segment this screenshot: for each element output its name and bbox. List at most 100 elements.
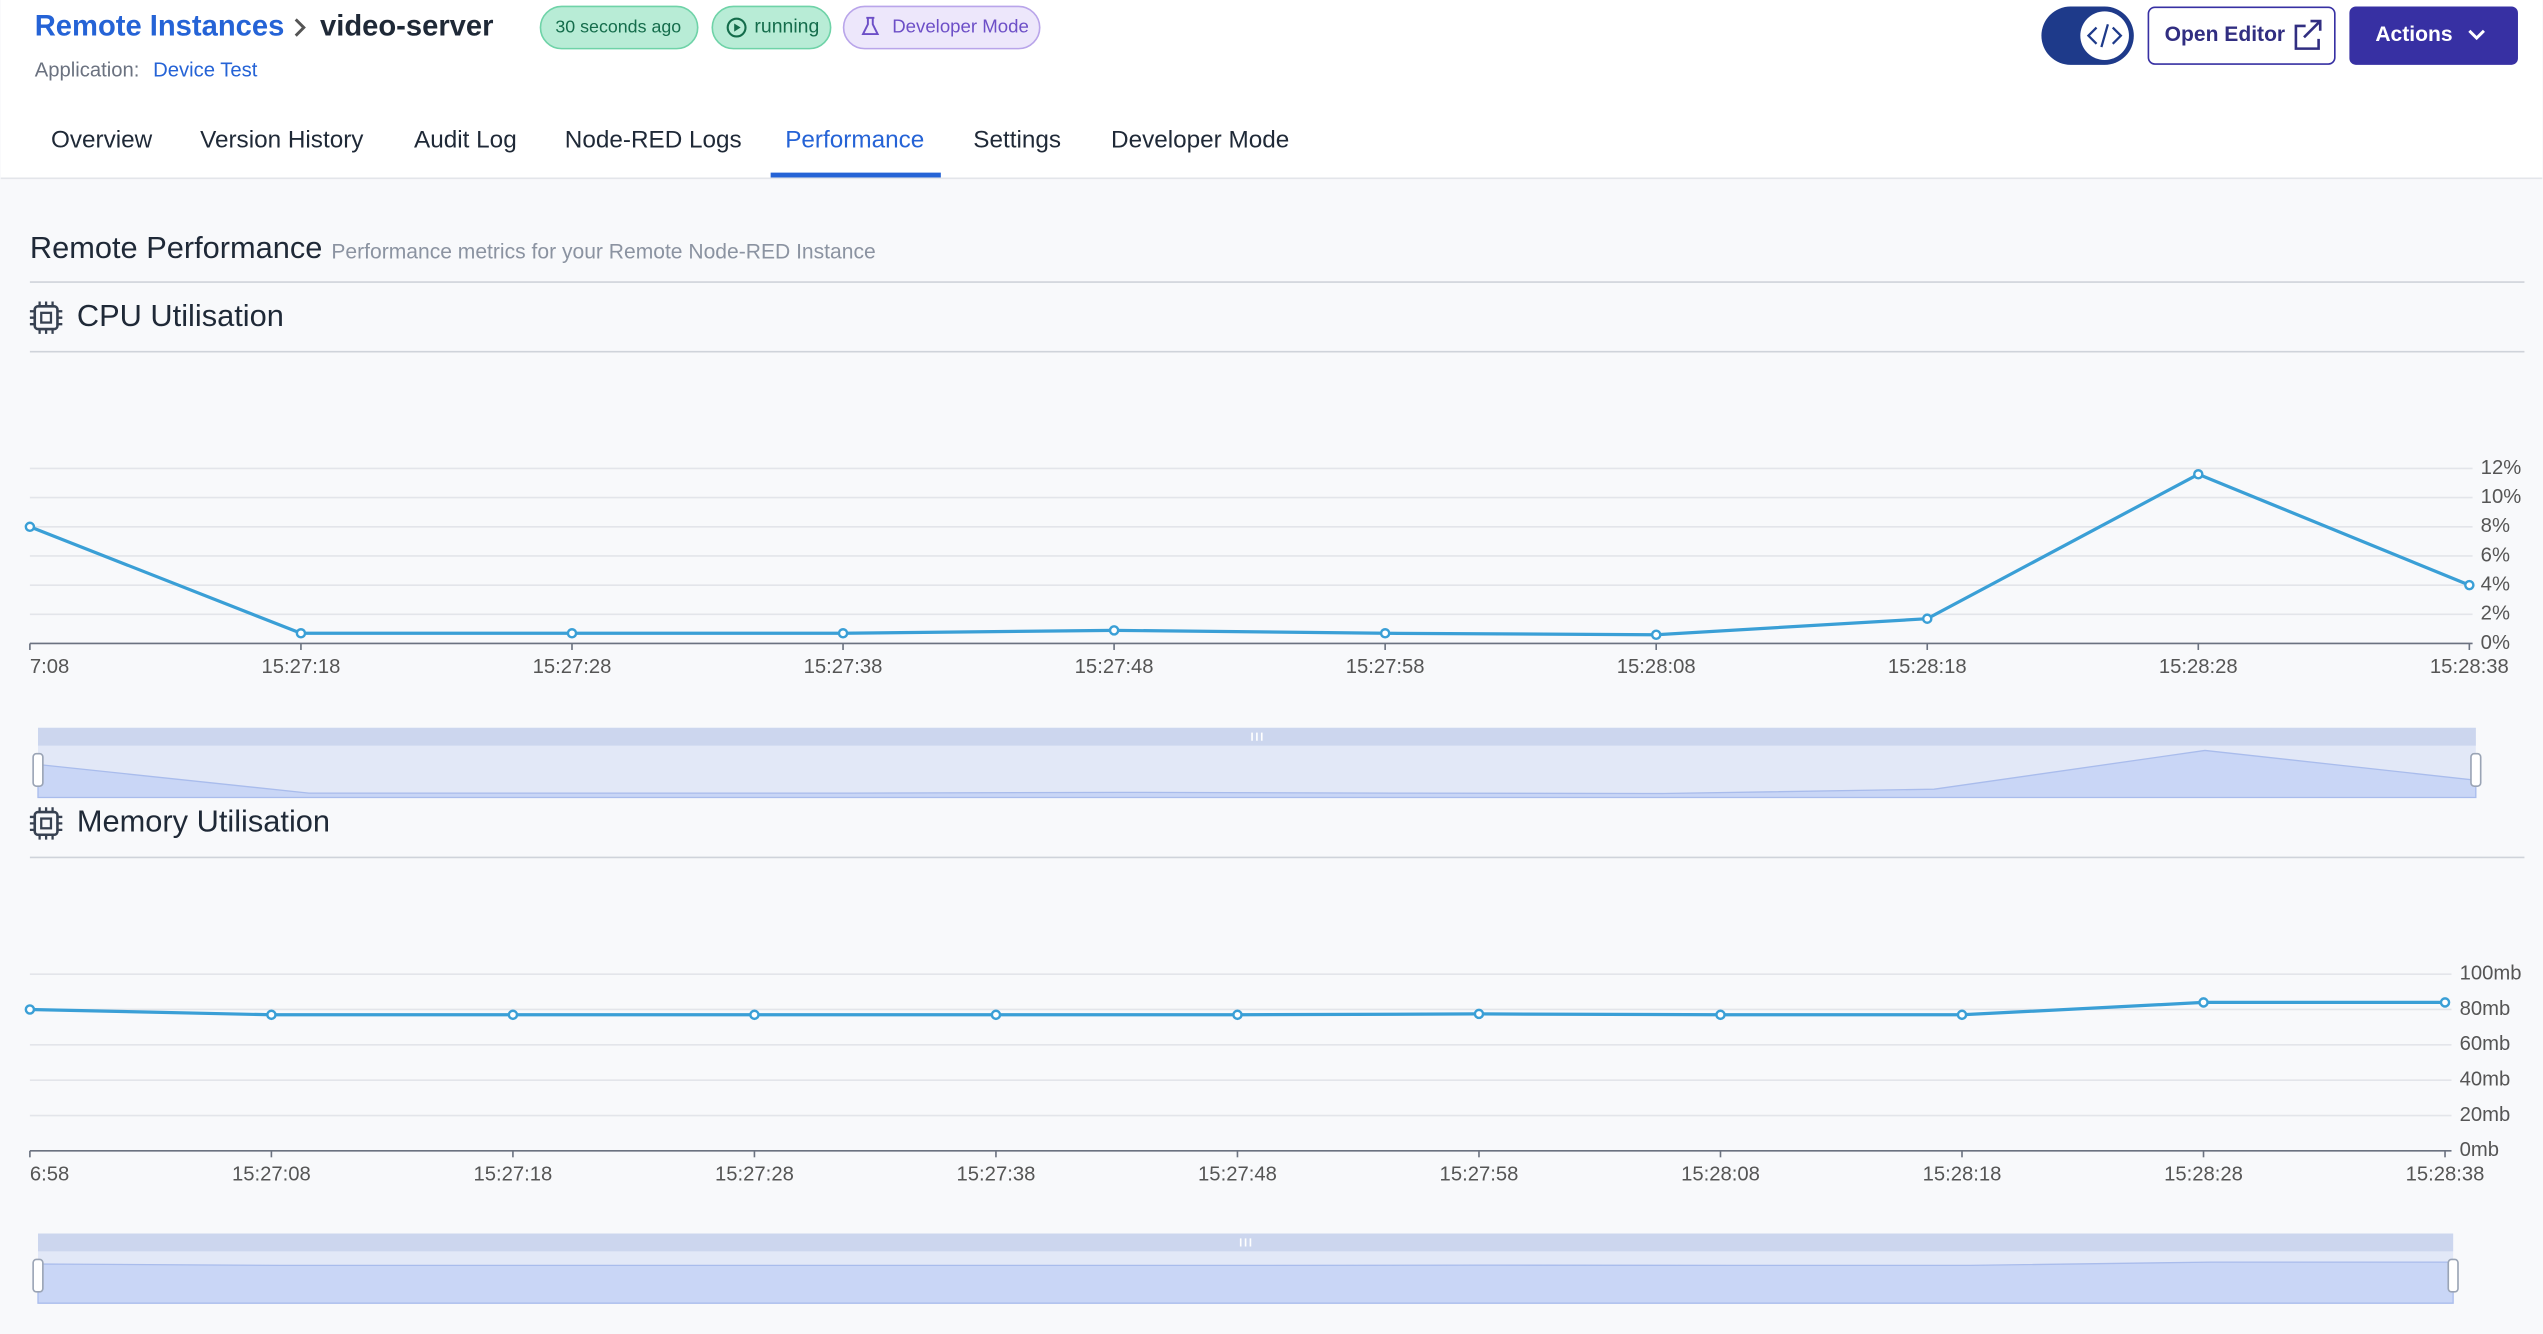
data-point: [507, 1009, 519, 1021]
breadcrumb-link[interactable]: Remote Instances: [35, 10, 285, 42]
x-tick-label: 15:27:08: [232, 1164, 311, 1186]
x-tick-label: 15:27:28: [715, 1164, 794, 1186]
data-point: [295, 628, 307, 639]
y-tick-label: 10%: [2481, 486, 2522, 508]
flask-icon: [861, 16, 880, 36]
x-tick-label: 7:08: [30, 656, 69, 678]
grip: [1251, 732, 1263, 741]
y-tick-label: 8%: [2481, 515, 2510, 537]
data-point: [2193, 469, 2204, 480]
chip-icon: [40, 817, 53, 830]
x-tick-label: 15:27:18: [262, 656, 341, 678]
badge: [842, 5, 1041, 50]
badge: [711, 5, 832, 50]
tab[interactable]: Node-RED Logs: [565, 126, 742, 153]
data-point: [1650, 629, 1662, 641]
open-editor-button[interactable]: [2147, 6, 2336, 65]
data-point: [24, 1004, 36, 1015]
data-point: [749, 1009, 760, 1021]
y-tick-label: 12%: [2481, 457, 2522, 479]
badge-text: 30 seconds ago: [555, 16, 681, 36]
data-point: [1956, 1009, 1968, 1021]
data-point: [837, 628, 849, 639]
tab[interactable]: Version History: [200, 126, 364, 153]
x-tick-label: 15:28:18: [1923, 1164, 2002, 1186]
application-link[interactable]: Device Test: [153, 60, 258, 82]
data-point: [266, 1009, 277, 1021]
badge-text: Developer Mode: [892, 15, 1029, 36]
chart-title: CPU Utilisation: [77, 298, 284, 333]
x-tick-label: 6:58: [30, 1164, 69, 1186]
tab[interactable]: Overview: [51, 126, 153, 153]
data-point: [1108, 625, 1120, 636]
y-tick-label: 80mb: [2460, 998, 2511, 1020]
data-point: [2439, 997, 2451, 1008]
status-icon: [726, 17, 747, 38]
x-tick-label: 15:27:28: [533, 656, 612, 678]
x-tick-label: 15:28:28: [2164, 1164, 2243, 1186]
zoom-handle[interactable]: [32, 1258, 44, 1293]
chart-title: Memory Utilisation: [77, 804, 330, 839]
x-tick-label: 15:27:58: [1440, 1164, 1519, 1186]
button-text: Actions: [2375, 23, 2452, 46]
actions-button[interactable]: [2349, 6, 2518, 65]
navigator-area: [37, 1261, 2454, 1304]
breadcrumb-chevron: [294, 18, 306, 37]
chip-icon: [33, 810, 59, 837]
x-tick-label: 15:27:38: [804, 656, 883, 678]
zoom-handle[interactable]: [2470, 752, 2482, 787]
y-tick-label: 60mb: [2460, 1033, 2511, 1055]
tab[interactable]: Performance: [785, 126, 924, 153]
status-icon: [734, 23, 741, 32]
tabs: Overview Version History Audit Log Node-RED…: [51, 126, 1289, 178]
x-tick-label: 15:27:18: [474, 1164, 553, 1186]
data-point: [1232, 1009, 1243, 1021]
section-title: Remote Performance: [30, 230, 323, 265]
x-tick-label: 15:28:28: [2159, 656, 2238, 678]
x-tick-label: 15:27:38: [957, 1164, 1036, 1186]
y-tick-label: 100mb: [2460, 963, 2522, 985]
y-tick-label: 0mb: [2460, 1139, 2499, 1161]
zoom-handle[interactable]: [32, 752, 44, 787]
y-tick-label: 4%: [2481, 574, 2510, 596]
tab[interactable]: Audit Log: [414, 126, 517, 153]
data-point: [1921, 613, 1933, 624]
code-icon: [2086, 24, 2123, 48]
tab-underline: [770, 172, 941, 178]
y-tick-label: 0%: [2481, 632, 2510, 654]
data-line: [29, 472, 2470, 637]
navigator-area: [37, 749, 2477, 799]
external-icon: [2294, 19, 2322, 50]
x-tick-label: 15:28:08: [1681, 1164, 1760, 1186]
chevron-icon: [2468, 29, 2485, 41]
tab[interactable]: Developer Mode: [1111, 126, 1289, 153]
application-label: Application:: [35, 60, 140, 82]
tab[interactable]: Settings: [973, 126, 1061, 153]
data-point: [1473, 1008, 1485, 1020]
data-point: [2464, 579, 2475, 591]
zoom-handle[interactable]: [2447, 1258, 2459, 1293]
y-tick-label: 40mb: [2460, 1069, 2511, 1091]
data-point: [566, 628, 578, 639]
data-point: [1379, 628, 1391, 639]
chip-icon: [29, 807, 63, 840]
x-tick-label: 15:28:38: [2406, 1164, 2485, 1186]
badge: [539, 5, 699, 50]
x-tick-label: 15:28:18: [1888, 656, 1967, 678]
data-point: [1715, 1009, 1726, 1021]
x-tick-label: 15:27:58: [1346, 656, 1425, 678]
x-tick-label: 15:27:48: [1198, 1164, 1277, 1186]
data-point: [24, 521, 36, 533]
breadcrumb-current: video-server: [320, 10, 493, 42]
data-point: [990, 1009, 1002, 1021]
y-tick-label: 6%: [2481, 544, 2510, 566]
x-tick-label: 15:28:08: [1617, 656, 1696, 678]
badge-text: running: [754, 16, 819, 38]
x-tick-label: 15:27:48: [1075, 656, 1154, 678]
chip-icon: [29, 301, 63, 334]
chip-icon: [40, 311, 53, 324]
y-tick-label: 2%: [2481, 603, 2510, 625]
section-subtitle: Performance metrics for your Remote Node…: [331, 240, 875, 263]
button-text: Open Editor: [2165, 23, 2286, 46]
